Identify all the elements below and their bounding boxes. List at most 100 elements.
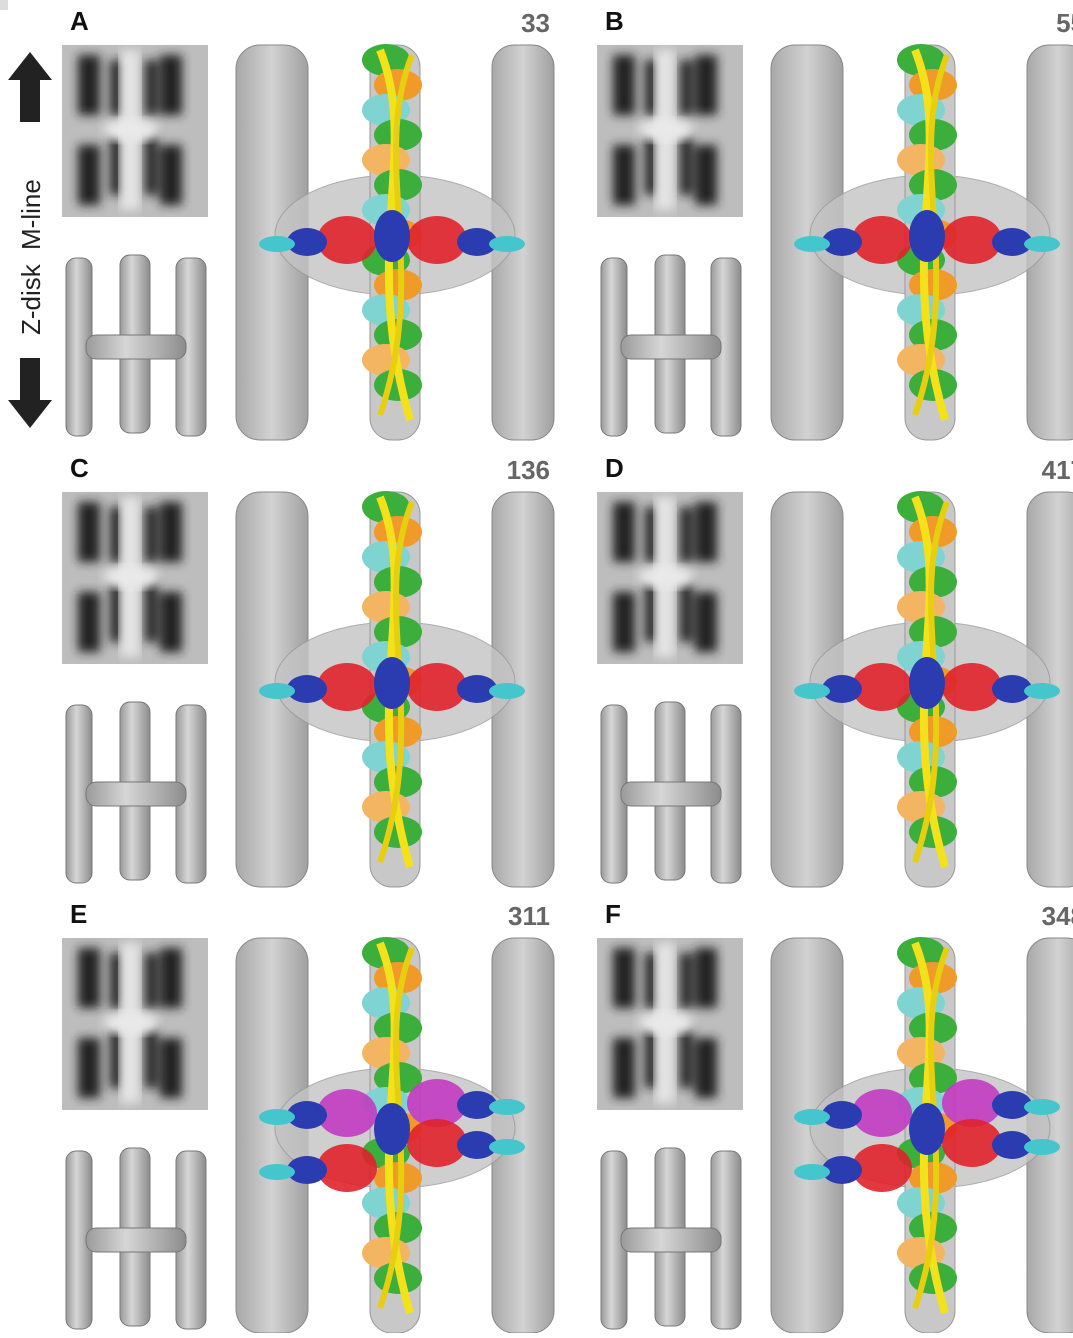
small-bridge — [621, 782, 721, 806]
density-image — [62, 45, 208, 217]
panel-label: F — [605, 899, 621, 929]
panel-label: D — [605, 453, 624, 483]
small-bridge — [621, 335, 721, 359]
dark-band — [680, 60, 692, 115]
panel: F 348 — [597, 899, 1073, 1333]
crossbridge-tip — [1024, 1099, 1060, 1115]
density-image — [597, 938, 743, 1110]
dark-band — [695, 145, 717, 205]
dark-band — [145, 1028, 157, 1088]
dark-band — [78, 592, 100, 652]
dark-band — [613, 55, 635, 115]
center-node — [374, 210, 410, 262]
center-node — [909, 657, 945, 709]
panel-count: 417 — [1042, 455, 1073, 485]
panel-count: 33 — [521, 8, 550, 38]
crossbridge-tip — [1024, 683, 1060, 699]
small-model — [601, 702, 741, 883]
small-model — [66, 1148, 206, 1329]
dark-band — [680, 507, 692, 562]
panel-count: 136 — [507, 455, 550, 485]
panel: E 311 — [62, 899, 554, 1333]
crossbridge-tip — [489, 1139, 525, 1155]
crossbridge-tip — [794, 236, 830, 252]
small-model — [66, 702, 206, 883]
dark-band — [78, 55, 100, 115]
crossbridge-tip — [794, 683, 830, 699]
dark-band — [78, 502, 100, 562]
dark-band — [160, 502, 182, 562]
large-model — [771, 491, 1073, 887]
small-bridge — [621, 1228, 721, 1252]
small-model — [601, 255, 741, 436]
dark-band — [680, 135, 692, 195]
crossbridge-tip — [259, 1109, 295, 1125]
density-image — [62, 492, 208, 664]
dark-band — [145, 953, 157, 1008]
corner-mark — [0, 0, 8, 10]
density-cross — [103, 118, 159, 142]
dark-band — [160, 1038, 182, 1098]
crossbridge-tip — [489, 1099, 525, 1115]
dark-band — [695, 55, 717, 115]
dark-band — [78, 1038, 100, 1098]
crossbridge-tip — [489, 683, 525, 699]
panel-count: 311 — [508, 901, 550, 931]
crossbridge-tip — [794, 1109, 830, 1125]
dark-band — [613, 592, 635, 652]
panel: D 417 — [597, 453, 1073, 887]
crossbridge-tip — [1024, 1139, 1060, 1155]
dark-band — [160, 145, 182, 205]
m-line-label: M-line — [16, 179, 46, 250]
panel-count: 348 — [1042, 901, 1073, 931]
small-bridge — [86, 782, 186, 806]
center-node — [909, 210, 945, 262]
panel-count: 55 — [1056, 8, 1073, 38]
crossbridge-tip — [259, 1164, 295, 1180]
dark-band — [78, 948, 100, 1008]
figure: Z-disk M-line A 33 B 55 C136 D 417 E 311 F 348 — [0, 0, 1073, 1333]
small-model — [66, 255, 206, 436]
dark-band — [613, 502, 635, 562]
dark-band — [78, 145, 100, 205]
panel-label: E — [70, 899, 87, 929]
density-cross — [103, 1011, 159, 1035]
dark-band — [695, 1038, 717, 1098]
density-image — [62, 938, 208, 1110]
z-disk-label: Z-disk — [16, 263, 46, 335]
density-cross — [638, 118, 694, 142]
center-node — [374, 1103, 410, 1155]
large-model — [771, 44, 1073, 440]
dark-band — [145, 507, 157, 562]
panel-label: A — [70, 6, 89, 36]
panel: B 55 — [597, 6, 1073, 440]
large-model — [236, 44, 554, 440]
panel-label: B — [605, 6, 624, 36]
small-model — [601, 1148, 741, 1329]
center-node — [909, 1103, 945, 1155]
dark-band — [160, 592, 182, 652]
dark-band — [613, 948, 635, 1008]
crossbridge-tip — [259, 683, 295, 699]
crossbridge-tip — [259, 236, 295, 252]
panel: A 33 — [62, 6, 554, 440]
crossbridge-tip — [489, 236, 525, 252]
dark-band — [680, 1028, 692, 1088]
large-model — [771, 937, 1073, 1333]
small-bridge — [86, 335, 186, 359]
dark-band — [680, 582, 692, 642]
dark-band — [145, 582, 157, 642]
crossbridge-tip — [1024, 236, 1060, 252]
dark-band — [613, 1038, 635, 1098]
dark-band — [145, 135, 157, 195]
dark-band — [695, 502, 717, 562]
dark-band — [695, 592, 717, 652]
density-image — [597, 492, 743, 664]
panel: C136 — [62, 453, 554, 887]
density-image — [597, 45, 743, 217]
small-bridge — [86, 1228, 186, 1252]
orientation-arrows: Z-disk M-line — [8, 52, 52, 428]
density-cross — [103, 565, 159, 589]
large-model — [236, 937, 554, 1333]
density-cross — [638, 565, 694, 589]
